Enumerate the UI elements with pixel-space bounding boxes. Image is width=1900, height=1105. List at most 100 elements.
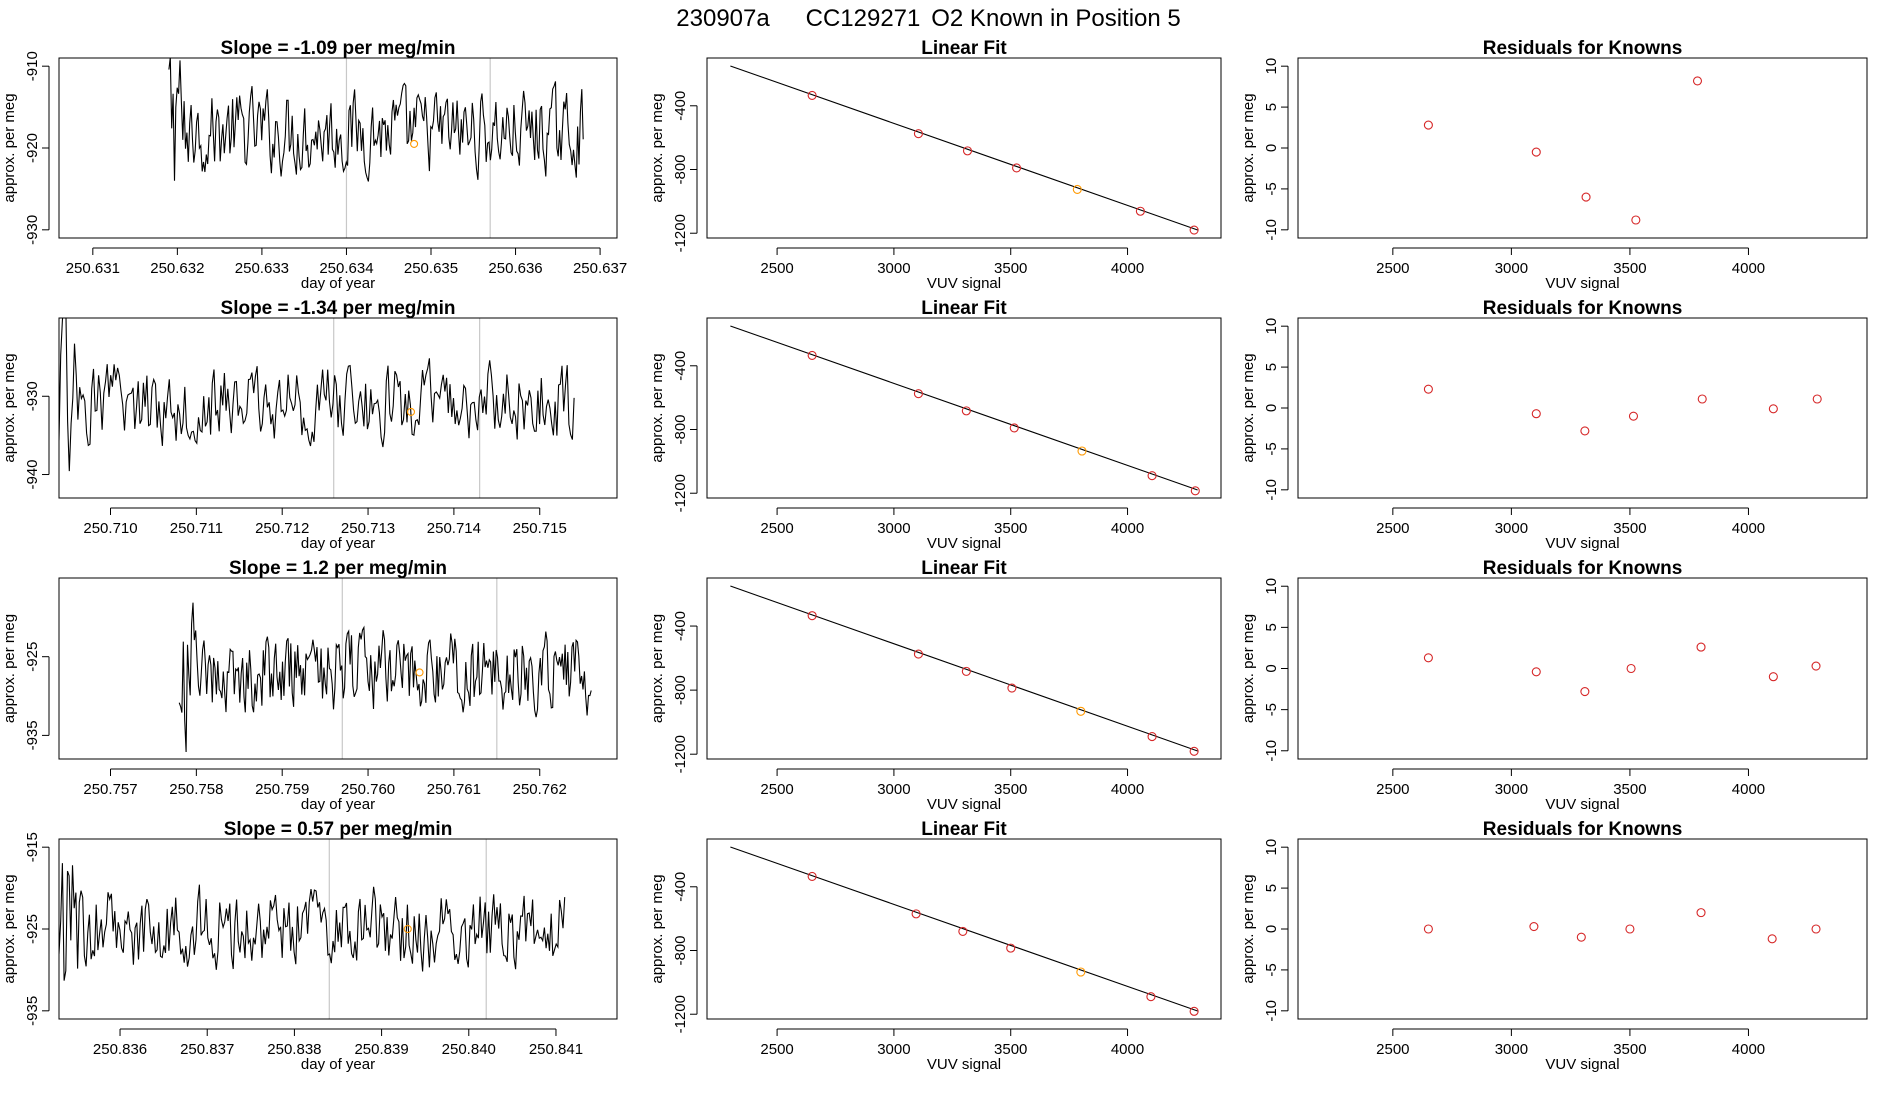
x-tick-label: 250.636 bbox=[488, 260, 542, 277]
data-point bbox=[1697, 394, 1707, 404]
panel-title: Residuals for Knowns bbox=[1483, 558, 1683, 579]
data-point bbox=[1696, 908, 1706, 918]
plot-area bbox=[730, 585, 1199, 756]
data-point bbox=[1423, 653, 1433, 663]
data-point bbox=[1009, 423, 1019, 433]
x-tick-label: 3000 bbox=[877, 520, 910, 537]
data-point bbox=[1581, 192, 1591, 202]
data-point-highlight bbox=[1072, 184, 1082, 194]
x-axis: 2500 3000 3500 4000 bbox=[1376, 768, 1765, 798]
data-point bbox=[1147, 732, 1157, 742]
y-tick-label: -5 bbox=[1263, 182, 1280, 195]
x-tick-label: 250.637 bbox=[573, 260, 627, 277]
data-point bbox=[1135, 206, 1145, 216]
data-point bbox=[1531, 667, 1541, 677]
y-axis-label: approx. per meg bbox=[1, 93, 18, 202]
y-tick-label: 0 bbox=[1263, 404, 1280, 412]
y-tick-label: -400 bbox=[672, 611, 689, 641]
data-point-highlight bbox=[1076, 706, 1086, 716]
x-axis: 2500 3000 3500 4000 bbox=[760, 768, 1144, 798]
x-tick-label: 4000 bbox=[1732, 781, 1765, 798]
x-axis-label: day of year bbox=[301, 275, 375, 292]
series-line bbox=[59, 318, 575, 472]
x-tick-label: 250.758 bbox=[169, 781, 223, 798]
x-tick-label: 2500 bbox=[1376, 260, 1409, 277]
y-axis-label: approx. per meg bbox=[1240, 353, 1257, 462]
panel-title: Slope = -1.34 per meg/min bbox=[221, 298, 456, 319]
x-axis: 250.710 250.711 250.712 250.713 250.714 250.7… bbox=[83, 507, 567, 537]
data-point bbox=[1626, 663, 1636, 674]
y-tick-label: -925 bbox=[24, 642, 41, 672]
panel-time_series-row-3: 250.757 250.758 250.759 250.760 250.761 250.7… bbox=[1, 558, 618, 813]
data-point bbox=[1189, 225, 1199, 235]
plot-frame bbox=[58, 838, 618, 1020]
data-point bbox=[913, 389, 923, 399]
x-axis-label: VUV signal bbox=[1545, 275, 1619, 292]
x-axis: 2500 3000 3500 4000 bbox=[1376, 1028, 1765, 1058]
plot-frame bbox=[706, 57, 1222, 239]
x-tick-label: 250.841 bbox=[529, 1041, 583, 1058]
series-line bbox=[59, 863, 566, 981]
plot-frame bbox=[58, 317, 618, 499]
plot-area bbox=[59, 839, 566, 1019]
y-tick-label: -930 bbox=[24, 215, 41, 245]
y-axis: -1200 -800 -400 bbox=[672, 351, 698, 512]
data-point bbox=[1531, 147, 1541, 157]
y-axis: -940 -930 bbox=[24, 381, 50, 490]
y-tick-label: -400 bbox=[672, 91, 689, 121]
figure-title: 230907a CC129271 O2 Known in Position 5 bbox=[676, 5, 1180, 32]
y-tick-label: 10 bbox=[1263, 318, 1280, 335]
data-point bbox=[1576, 932, 1586, 942]
y-tick-label: 10 bbox=[1263, 58, 1280, 75]
data-point bbox=[807, 350, 817, 360]
x-tick-label: 3500 bbox=[1613, 781, 1646, 798]
x-tick-label: 3500 bbox=[994, 520, 1027, 537]
x-tick-label: 3000 bbox=[877, 781, 910, 798]
data-point bbox=[807, 871, 817, 881]
data-point bbox=[958, 926, 968, 936]
panel-residuals-row-2: 2500 3000 3500 4000 VUV signal -10 -5 0 5 10 appro… bbox=[1240, 298, 1868, 552]
x-tick-label: 250.837 bbox=[180, 1041, 234, 1058]
x-tick-label: 3500 bbox=[994, 1041, 1027, 1058]
x-tick-label: 250.710 bbox=[83, 520, 137, 537]
y-tick-label: -5 bbox=[1263, 703, 1280, 716]
data-point bbox=[1625, 924, 1635, 934]
plot-area bbox=[1423, 76, 1703, 225]
y-tick-label: 0 bbox=[1263, 664, 1280, 672]
x-axis: 250.757 250.758 250.759 250.760 250.761 250.7… bbox=[83, 768, 567, 798]
figure-title-run-id: 230907a bbox=[676, 5, 770, 32]
panel-title: Linear Fit bbox=[921, 38, 1007, 59]
panel-title: Slope = -1.09 per meg/min bbox=[221, 38, 456, 59]
x-tick-label: 250.635 bbox=[404, 260, 458, 277]
x-axis-label: VUV signal bbox=[927, 535, 1001, 552]
x-axis: 2500 3000 3500 4000 bbox=[760, 507, 1144, 537]
data-point bbox=[913, 649, 923, 659]
y-tick-label: 0 bbox=[1263, 144, 1280, 152]
y-tick-label: -10 bbox=[1263, 219, 1280, 241]
y-axis: -10 -5 0 5 10 bbox=[1263, 839, 1289, 1022]
y-tick-label: -5 bbox=[1263, 963, 1280, 976]
panel-title: Residuals for Knowns bbox=[1483, 819, 1683, 840]
x-tick-label: 4000 bbox=[1111, 1041, 1144, 1058]
x-tick-label: 250.840 bbox=[442, 1041, 496, 1058]
y-tick-label: -10 bbox=[1263, 479, 1280, 501]
x-tick-label: 250.757 bbox=[83, 781, 137, 798]
data-point bbox=[913, 129, 923, 139]
data-point bbox=[1811, 661, 1821, 671]
y-axis-label: approx. per meg bbox=[649, 353, 666, 462]
x-tick-label: 250.715 bbox=[513, 520, 567, 537]
y-tick-label: -400 bbox=[672, 351, 689, 381]
data-point bbox=[1628, 411, 1639, 421]
plot-area bbox=[1423, 384, 1822, 436]
x-tick-label: 2500 bbox=[760, 781, 793, 798]
plot-frame bbox=[1297, 838, 1868, 1020]
x-tick-label: 4000 bbox=[1111, 781, 1144, 798]
y-tick-label: -1200 bbox=[672, 995, 689, 1033]
data-point bbox=[1768, 672, 1778, 682]
y-axis-label: approx. per meg bbox=[1240, 874, 1257, 983]
data-point bbox=[1531, 409, 1541, 419]
data-point bbox=[1146, 992, 1156, 1002]
x-axis: 250.631 250.632 250.633 250.634 250.635 250.6… bbox=[66, 247, 627, 277]
plot-frame bbox=[1297, 577, 1868, 760]
